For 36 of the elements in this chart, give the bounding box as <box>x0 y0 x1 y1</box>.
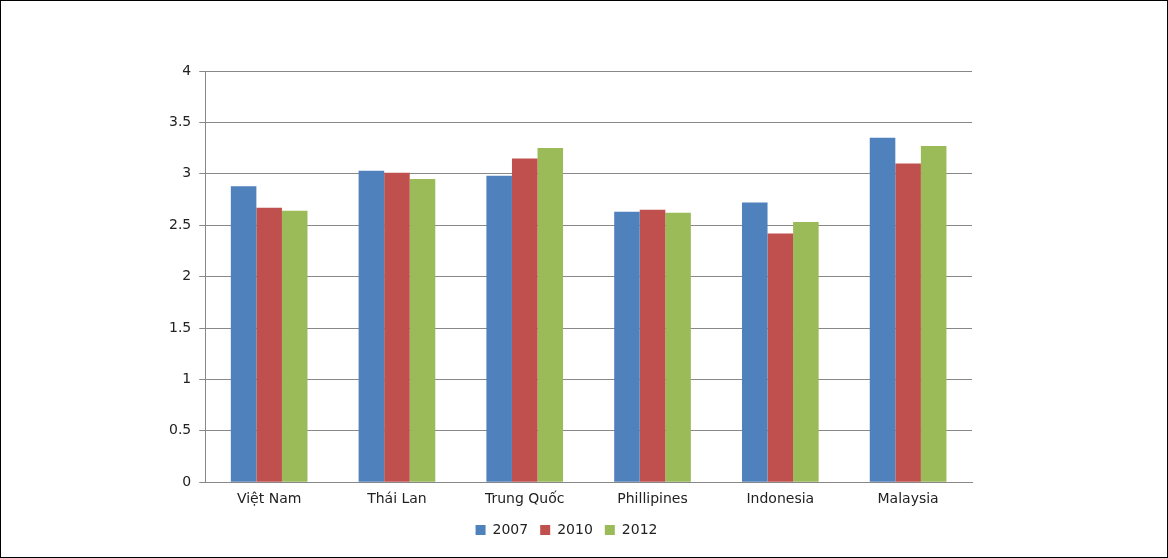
bar <box>767 233 794 482</box>
x-tick-label: Indonesia <box>746 490 815 507</box>
bar <box>793 222 819 482</box>
y-tick-label: 1 <box>182 370 192 387</box>
legend-label: 2012 <box>621 520 658 537</box>
bar <box>409 178 436 482</box>
bar <box>256 207 282 482</box>
bar <box>358 170 385 482</box>
x-tick-label: Việt Nam <box>236 490 302 507</box>
y-tick-label: 2.5 <box>169 215 192 232</box>
bar <box>920 146 947 482</box>
x-tick-label: Malaysia <box>877 490 939 507</box>
y-tick-label: 4 <box>182 61 192 78</box>
bar <box>665 212 691 482</box>
bar <box>639 209 666 482</box>
x-tick-label: Phillipines <box>617 490 688 507</box>
y-tick-label: 1.5 <box>169 318 192 335</box>
bar <box>281 210 308 482</box>
bar <box>895 163 921 482</box>
bar <box>230 186 257 482</box>
bar <box>869 137 896 482</box>
y-tick-label: 0.5 <box>169 421 192 438</box>
bar <box>537 148 564 482</box>
x-tick-label: Thái Lan <box>366 490 427 507</box>
legend-label: 2007 <box>492 520 529 537</box>
y-tick-label: 3 <box>182 164 192 181</box>
y-tick-label: 0 <box>182 472 192 489</box>
x-tick-label: Trung Quốc <box>483 490 565 507</box>
bar <box>614 211 640 482</box>
bar <box>741 202 768 482</box>
y-tick-label: 2 <box>182 267 192 284</box>
legend-label: 2010 <box>557 520 593 537</box>
bar <box>384 172 410 482</box>
y-tick-label: 3.5 <box>169 113 192 130</box>
bar <box>511 158 538 482</box>
bar <box>486 175 512 482</box>
